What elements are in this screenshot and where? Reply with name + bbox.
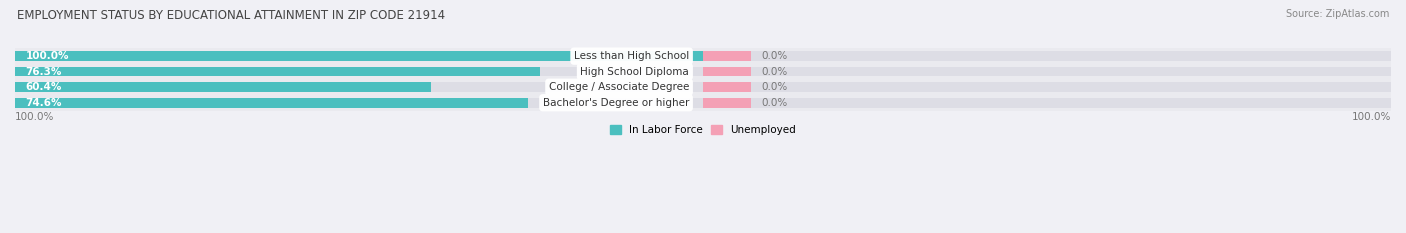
Bar (15, 51, 703, 61)
Bar (703, 51, 1391, 61)
Bar (15, 82, 703, 92)
Text: 60.4%: 60.4% (25, 82, 62, 92)
Bar (703, 98, 1391, 108)
Bar (15, 98, 529, 108)
Legend: In Labor Force, Unemployed: In Labor Force, Unemployed (606, 121, 800, 139)
Text: 74.6%: 74.6% (25, 98, 62, 108)
Bar (15, 67, 540, 76)
Bar (703, 51, 751, 61)
Text: 100.0%: 100.0% (1351, 112, 1391, 122)
Bar (703, 67, 751, 76)
Bar (703, 67, 1391, 76)
Bar (15, 67, 703, 76)
Text: Less than High School: Less than High School (574, 51, 689, 61)
Bar (703, 98, 751, 108)
Text: 0.0%: 0.0% (762, 51, 787, 61)
Bar (15, 82, 430, 92)
FancyBboxPatch shape (11, 44, 1395, 69)
FancyBboxPatch shape (11, 75, 1395, 100)
Bar (15, 98, 703, 108)
Text: 0.0%: 0.0% (762, 98, 787, 108)
Text: 0.0%: 0.0% (762, 82, 787, 92)
Text: College / Associate Degree: College / Associate Degree (548, 82, 689, 92)
Text: Bachelor's Degree or higher: Bachelor's Degree or higher (543, 98, 689, 108)
Bar (703, 82, 751, 92)
Bar (703, 82, 1391, 92)
Bar (15, 51, 703, 61)
Text: 76.3%: 76.3% (25, 67, 62, 77)
Text: 0.0%: 0.0% (762, 67, 787, 77)
Text: Source: ZipAtlas.com: Source: ZipAtlas.com (1285, 9, 1389, 19)
Text: 100.0%: 100.0% (15, 112, 55, 122)
Text: EMPLOYMENT STATUS BY EDUCATIONAL ATTAINMENT IN ZIP CODE 21914: EMPLOYMENT STATUS BY EDUCATIONAL ATTAINM… (17, 9, 444, 22)
FancyBboxPatch shape (11, 90, 1395, 115)
Text: 100.0%: 100.0% (25, 51, 69, 61)
Text: High School Diploma: High School Diploma (581, 67, 689, 77)
FancyBboxPatch shape (11, 59, 1395, 84)
